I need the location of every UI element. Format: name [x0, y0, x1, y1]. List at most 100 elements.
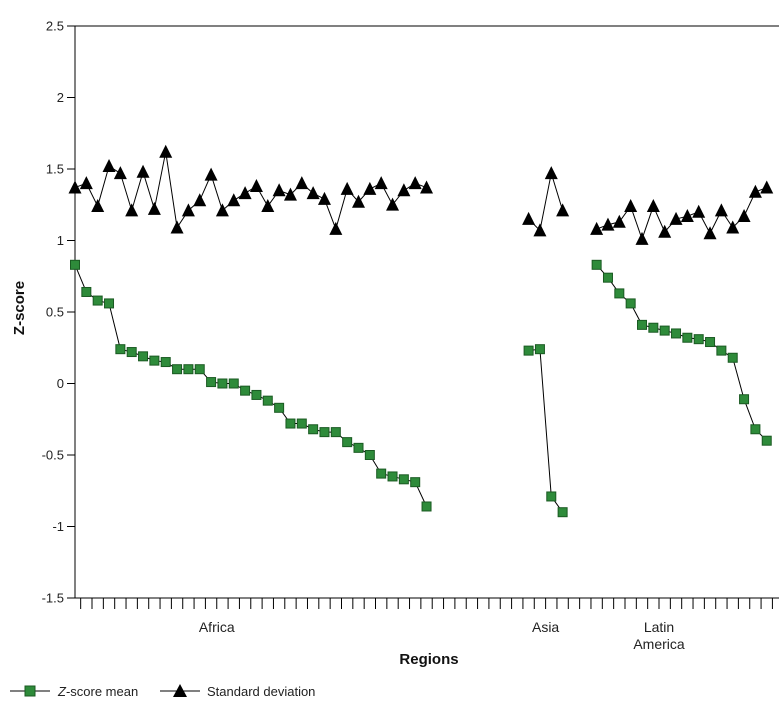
data-point-standard-deviation [748, 184, 762, 198]
data-point-z-score-mean [387, 471, 398, 482]
data-point-standard-deviation [726, 220, 740, 234]
series-line-standard-deviation [528, 173, 564, 232]
data-point-z-score-mean [410, 477, 421, 488]
y-tick-label: 2 [57, 90, 64, 105]
legend-item-standard-deviation: Standard deviation [160, 684, 315, 699]
data-point-z-score-mean [716, 345, 727, 356]
y-tick-label: -1 [52, 519, 64, 534]
data-point-standard-deviation [340, 181, 354, 195]
data-point-standard-deviation [227, 193, 241, 207]
data-point-z-score-mean [671, 328, 682, 339]
legend-marker-square [24, 685, 36, 697]
data-point-z-score-mean [172, 364, 183, 375]
data-point-standard-deviation [737, 209, 751, 223]
region-label-line: Asia [532, 619, 559, 635]
data-point-z-score-mean [308, 424, 319, 435]
y-tick-label: 0.5 [46, 305, 64, 320]
data-point-z-score-mean [262, 395, 273, 406]
data-point-z-score-mean [70, 259, 80, 270]
data-point-standard-deviation [760, 180, 774, 194]
data-point-z-score-mean [296, 418, 307, 429]
data-point-z-score-mean [104, 298, 115, 309]
data-point-z-score-mean [217, 378, 228, 389]
series-line-z-score-mean [74, 264, 427, 507]
data-point-standard-deviation [680, 209, 694, 223]
data-point-z-score-mean [534, 344, 545, 355]
data-point-standard-deviation [91, 199, 105, 213]
region-label-line: Latin [644, 619, 674, 635]
data-point-standard-deviation [238, 186, 252, 200]
legend: Z-score mean Standard deviation [10, 684, 315, 699]
data-point-standard-deviation [692, 204, 706, 218]
y-tick-label: -0.5 [42, 448, 64, 463]
y-tick-label: 0 [57, 376, 64, 391]
data-point-z-score-mean [693, 334, 704, 345]
data-point-standard-deviation [533, 223, 547, 237]
y-tick-label: 2.5 [46, 19, 64, 34]
data-point-z-score-mean [274, 402, 285, 413]
data-point-standard-deviation [283, 187, 297, 201]
data-point-z-score-mean [353, 442, 364, 453]
data-point-standard-deviation [374, 176, 388, 190]
data-point-standard-deviation [261, 199, 275, 213]
data-point-z-score-mean [228, 378, 239, 389]
y-axis-title: Z-score [11, 281, 28, 335]
data-point-standard-deviation [329, 221, 343, 235]
y-tick-label: 1 [57, 233, 64, 248]
data-point-standard-deviation [420, 180, 434, 194]
region-labels: Africa Asia Latin America [199, 619, 685, 652]
data-point-z-score-mean [557, 507, 568, 518]
region-label: Latin America [633, 619, 685, 652]
data-point-z-score-mean [682, 332, 693, 343]
data-point-z-score-mean [138, 351, 149, 362]
data-point-z-score-mean [251, 389, 262, 400]
data-point-standard-deviation [397, 183, 411, 197]
data-point-standard-deviation [658, 224, 672, 238]
data-point-z-score-mean [614, 288, 625, 299]
data-point-z-score-mean [81, 286, 92, 297]
data-point-standard-deviation [113, 166, 127, 180]
data-point-z-score-mean [319, 427, 330, 438]
data-point-standard-deviation [556, 203, 570, 217]
data-point-standard-deviation [408, 176, 422, 190]
data-point-standard-deviation [590, 221, 604, 235]
data-point-z-score-mean [625, 298, 636, 309]
data-point-z-score-mean [376, 468, 387, 479]
data-point-z-score-mean [398, 474, 409, 485]
legend-label-rest: -score mean [66, 684, 138, 699]
x-axis-ticks [80, 598, 773, 609]
data-point-z-score-mean [761, 435, 772, 446]
data-point-z-score-mean [602, 272, 613, 283]
data-point-z-score-mean [342, 437, 353, 448]
legend-label-standard-deviation: Standard deviation [207, 684, 315, 699]
data-point-standard-deviation [295, 176, 309, 190]
data-point-z-score-mean [750, 424, 761, 435]
data-point-standard-deviation [646, 199, 660, 213]
data-point-z-score-mean [637, 319, 647, 330]
x-axis-title: Regions [399, 651, 458, 668]
y-tick-label: -1.5 [42, 591, 64, 606]
legend-label-italic-prefix: Z [57, 684, 67, 699]
data-point-z-score-mean [126, 347, 137, 358]
data-point-standard-deviation [125, 203, 139, 217]
data-point-standard-deviation [68, 180, 82, 194]
data-point-z-score-mean [591, 259, 602, 270]
legend-label-zscore-mean: Z-score mean [57, 684, 138, 699]
data-point-standard-deviation [612, 214, 626, 228]
data-point-z-score-mean [115, 344, 126, 355]
data-point-standard-deviation [204, 167, 218, 181]
y-tick-label: 1.5 [46, 162, 64, 177]
data-point-z-score-mean [92, 295, 103, 306]
data-point-standard-deviation [386, 197, 400, 211]
data-point-z-score-mean [285, 418, 296, 429]
series-line-z-score-mean [528, 348, 564, 513]
series-line-z-score-mean [596, 264, 768, 442]
data-point-z-score-mean [149, 355, 160, 366]
data-point-z-score-mean [739, 394, 750, 405]
region-label-line: Africa [199, 619, 235, 635]
legend-marker-triangle [173, 684, 187, 697]
y-axis-ticks: 2.5 2 1.5 1 0.5 0 -0.5 -1 -1.5 [42, 19, 75, 606]
data-point-z-score-mean [206, 377, 217, 388]
data-point-standard-deviation [352, 194, 365, 208]
